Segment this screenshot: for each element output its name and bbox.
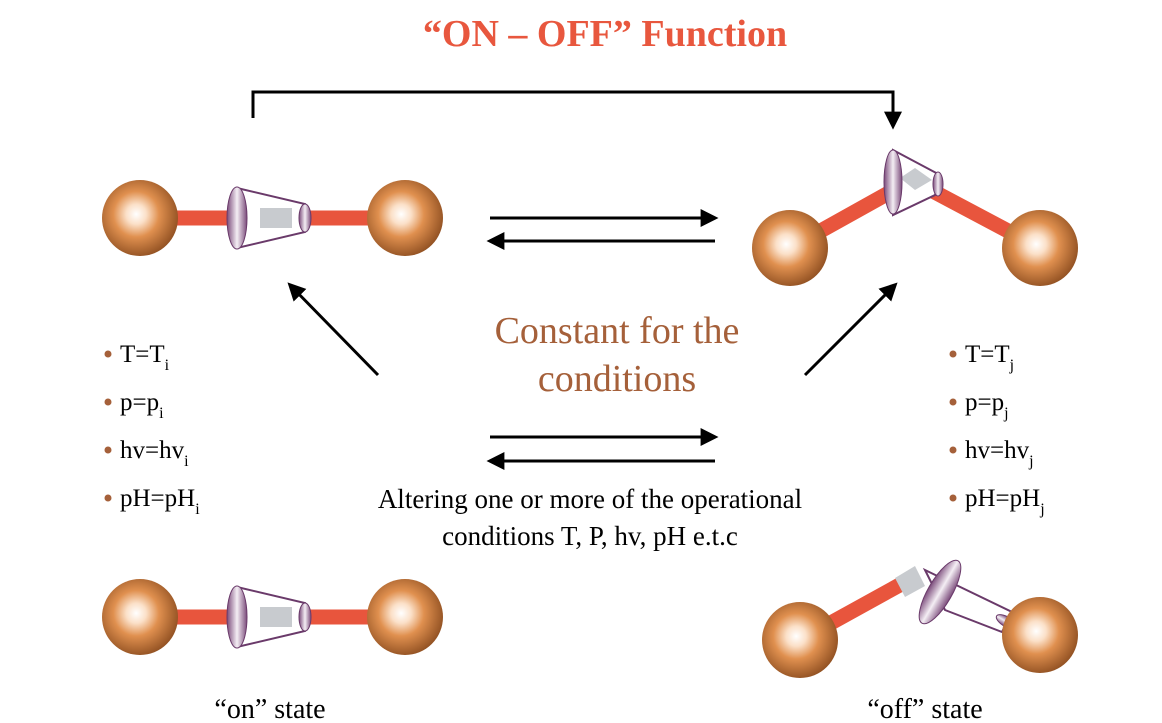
condition-main: p=p (120, 389, 159, 416)
condition: hv=hvi (120, 437, 189, 470)
condition: T=Ti (120, 341, 170, 374)
bullet (949, 350, 957, 358)
condition: pH=pHi (120, 485, 200, 518)
condition-sub: j (1003, 405, 1008, 422)
condition-main: hv=hv (965, 437, 1030, 464)
altering-text: Altering one or more of the operational (378, 484, 802, 514)
condition-sub: i (195, 501, 200, 518)
bent-molecule (752, 148, 1078, 286)
condition: p=pj (965, 389, 1009, 422)
center-text: Constant for the (495, 310, 740, 352)
condition-sub: i (184, 453, 189, 470)
condition-sub: i (165, 357, 170, 374)
bullet (949, 446, 957, 454)
bullet (104, 494, 112, 502)
equilibrium-arrows (287, 209, 898, 470)
condition: p=pi (120, 389, 164, 422)
condition-sub: j (1009, 357, 1014, 374)
off-molecule (762, 559, 1078, 678)
bullet (949, 494, 957, 502)
condition-main: hv=hv (120, 437, 185, 464)
off-label: “off” state (867, 694, 982, 723)
title: “ON – OFF” Function (423, 13, 787, 55)
condition-sub: j (1028, 453, 1033, 470)
on-molecule (102, 180, 443, 256)
bullet (104, 350, 112, 358)
condition-main: T=T (120, 341, 165, 368)
condition-sub: i (159, 405, 164, 422)
condition-main: pH=pH (120, 485, 195, 512)
bullet (104, 446, 112, 454)
center-text: conditions (538, 358, 696, 400)
condition: hv=hvj (965, 437, 1034, 470)
condition-main: p=p (965, 389, 1004, 416)
bullet (949, 398, 957, 406)
altering-text: conditions T, P, hv, pH e.t.c (442, 521, 738, 551)
condition-main: pH=pH (965, 485, 1040, 512)
on-label: “on” state (214, 694, 325, 723)
condition: T=Tj (965, 341, 1014, 374)
connector (251, 90, 902, 130)
on-molecule (102, 579, 443, 655)
condition-sub: j (1039, 501, 1044, 518)
bullet (104, 398, 112, 406)
condition-main: T=T (965, 341, 1010, 368)
condition: pH=pHj (965, 485, 1045, 518)
